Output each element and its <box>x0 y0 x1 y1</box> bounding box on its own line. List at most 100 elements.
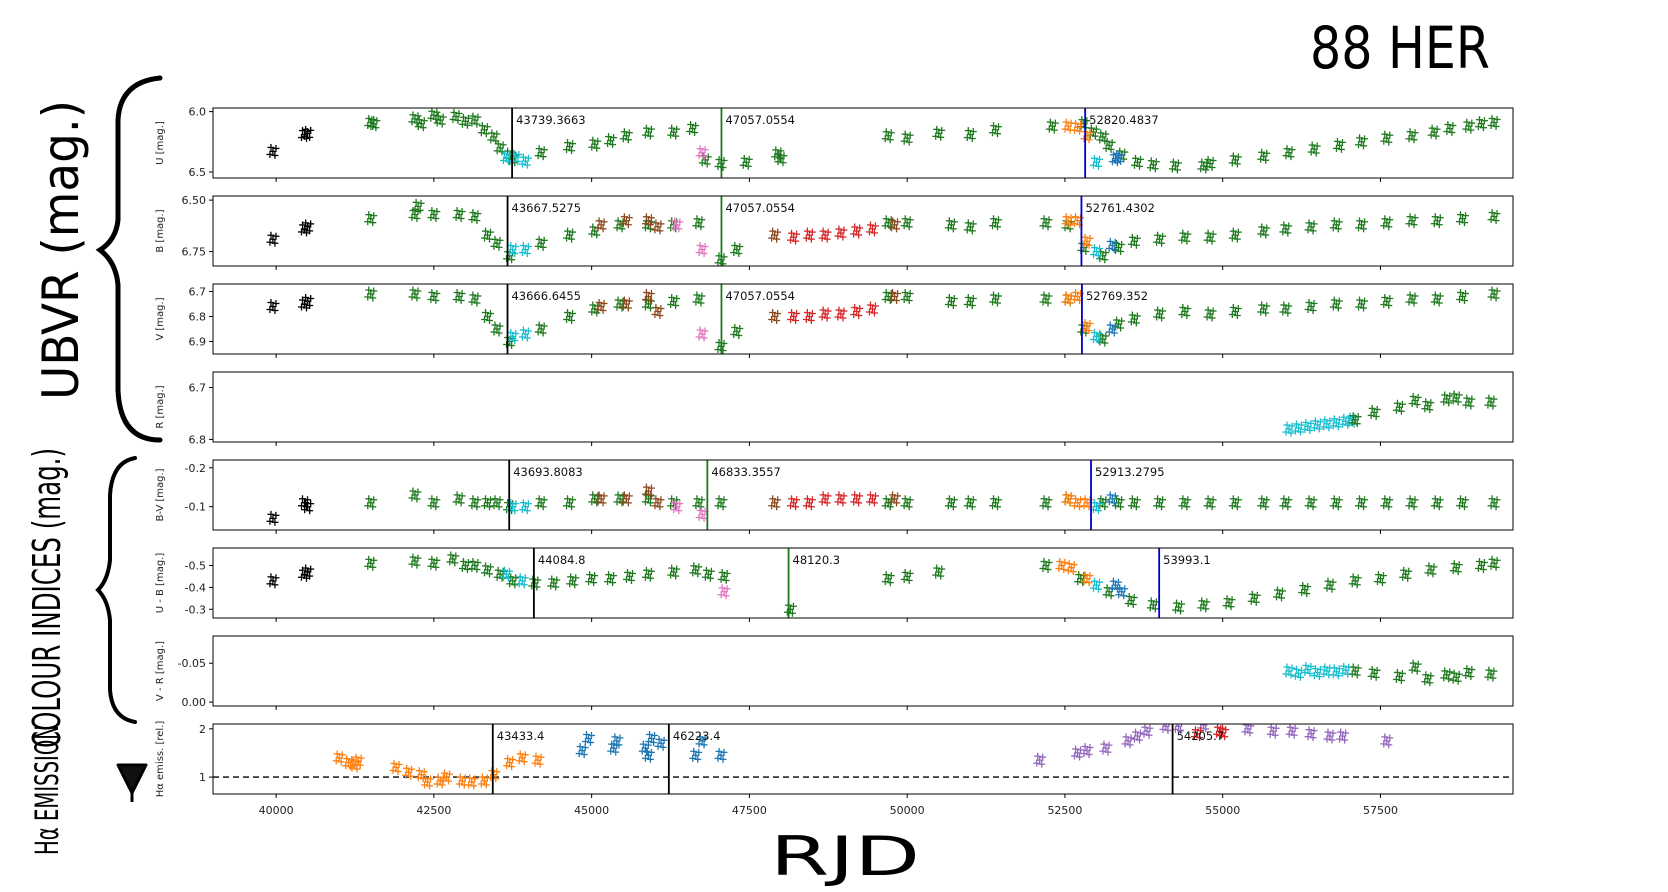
data-point <box>1132 154 1140 162</box>
data-point <box>1208 314 1216 322</box>
data-point <box>599 307 607 314</box>
data-point <box>534 756 542 764</box>
data-point <box>696 242 704 250</box>
data-point <box>532 752 540 760</box>
data-point <box>1202 605 1210 613</box>
data-point <box>774 150 782 158</box>
data-point <box>1195 734 1203 742</box>
data-point <box>502 153 510 161</box>
halpha-annotation: Hα EMISSION <box>28 725 66 855</box>
data-point <box>641 490 649 498</box>
data-point <box>468 298 476 306</box>
data-point <box>693 215 701 223</box>
data-point <box>473 503 481 511</box>
data-point <box>1136 162 1144 170</box>
data-point <box>696 506 704 514</box>
data-point <box>1454 568 1462 576</box>
data-point <box>1087 124 1095 132</box>
data-point <box>1333 137 1341 145</box>
data-point <box>564 139 572 147</box>
data-point <box>1130 594 1138 601</box>
data-point <box>1459 499 1467 507</box>
data-point <box>1335 297 1343 305</box>
data-point <box>433 496 441 504</box>
x-axis-ticks: 40000 42500 45000 47500 50000 52500 55000 57500 <box>259 804 1398 817</box>
data-point <box>1099 133 1107 141</box>
data-point <box>352 753 360 761</box>
vline-label: 47057.0554 <box>725 289 795 303</box>
data-point <box>1288 422 1296 430</box>
data-point <box>1158 503 1166 511</box>
data-point <box>408 214 416 222</box>
data-point <box>1085 751 1093 759</box>
data-point <box>364 562 372 570</box>
data-point <box>1413 667 1421 675</box>
data-point <box>1446 392 1454 400</box>
data-point <box>720 496 728 504</box>
data-point <box>1064 217 1072 225</box>
data-point <box>455 109 463 117</box>
data-point <box>1082 247 1090 255</box>
data-point <box>1488 555 1496 563</box>
data-point <box>421 781 429 789</box>
data-point <box>1467 673 1475 681</box>
data-point <box>620 491 628 499</box>
data-point <box>1315 425 1323 433</box>
data-point <box>768 316 776 323</box>
data-point <box>509 756 517 764</box>
data-point <box>417 771 425 779</box>
data-point <box>1332 144 1340 152</box>
data-point <box>575 750 583 758</box>
data-point <box>1048 122 1056 130</box>
data-point <box>1474 565 1482 572</box>
data-point <box>1133 496 1141 504</box>
vline-label: 43666.6455 <box>511 289 581 303</box>
data-point <box>1136 736 1144 744</box>
data-point <box>477 780 485 788</box>
data-point <box>509 503 517 511</box>
data-point <box>503 762 511 770</box>
data-point <box>1381 294 1389 301</box>
data-point <box>1050 126 1058 134</box>
data-point <box>1381 130 1389 138</box>
data-point <box>1233 160 1241 168</box>
data-point <box>1296 428 1304 436</box>
data-point <box>1107 592 1115 600</box>
data-point <box>1065 560 1073 568</box>
data-point <box>821 231 829 239</box>
data-point <box>1430 128 1438 136</box>
data-point <box>994 130 1002 138</box>
data-point <box>1493 556 1501 564</box>
data-point <box>620 296 628 304</box>
data-point <box>614 296 622 304</box>
data-point <box>1287 153 1295 161</box>
data-point <box>486 503 494 511</box>
data-point <box>1042 295 1050 303</box>
data-point <box>990 215 998 223</box>
data-point <box>1257 155 1265 163</box>
data-point <box>1445 399 1453 407</box>
data-point <box>499 156 507 164</box>
data-point <box>419 124 427 132</box>
data-point <box>882 571 890 579</box>
data-point <box>1112 246 1120 254</box>
vline-label: 43667.5275 <box>512 201 582 215</box>
data-point <box>672 302 680 309</box>
data-point <box>837 495 845 503</box>
data-point <box>1408 295 1416 303</box>
data-point <box>1229 495 1237 503</box>
data-point <box>968 302 976 309</box>
data-point <box>787 316 795 323</box>
data-point <box>607 137 615 145</box>
data-point <box>506 580 514 588</box>
data-point <box>691 129 699 137</box>
data-point <box>1325 424 1333 432</box>
data-point <box>1273 593 1281 601</box>
data-point <box>990 122 998 130</box>
y-tick-label: 6.75 <box>182 246 207 259</box>
data-point <box>459 558 467 565</box>
data-point <box>675 507 683 515</box>
data-point <box>1379 572 1387 580</box>
data-point <box>1433 125 1441 133</box>
